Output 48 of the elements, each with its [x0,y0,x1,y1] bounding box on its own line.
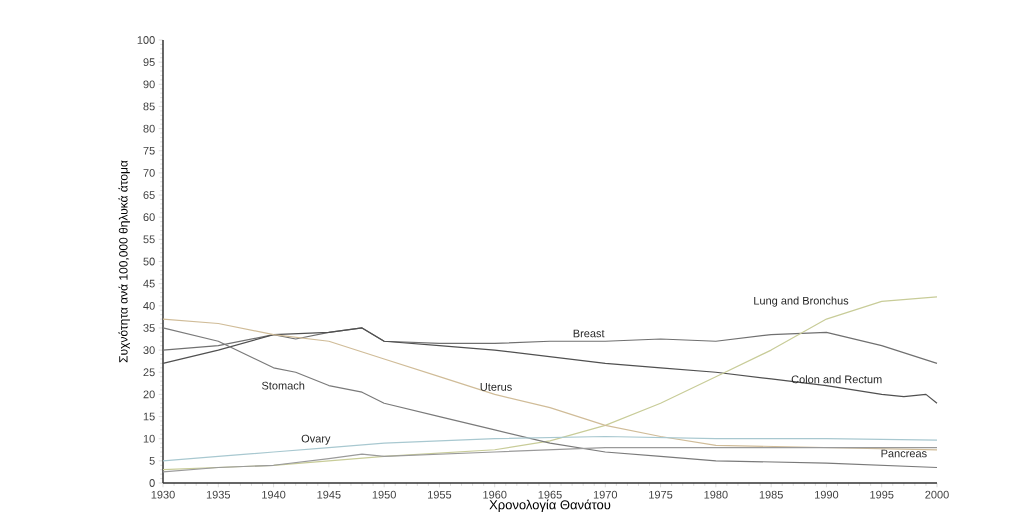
x-tick-label: 1930 [151,490,175,499]
series-label: Colon and Rectum [791,375,882,384]
line-series [162,435,938,462]
x-tick-label: 1960 [483,490,507,499]
y-tick-label: 60 [143,213,155,222]
y-tick-label: 10 [143,434,155,443]
x-tick-label: 1940 [262,490,286,499]
y-axis-title: Συχνότητα ανά 100,000 θηλυκά άτομα [118,160,130,363]
y-tick-label: 30 [143,346,155,354]
y-tick-label: 40 [143,301,155,310]
series-label: Pancreas [881,449,927,458]
x-tick-label: 1955 [428,490,452,499]
y-tick-label: 75 [143,146,155,155]
x-tick-label: 1945 [317,490,341,499]
x-tick-label: 1995 [870,490,894,499]
x-tick-label: 1985 [759,490,783,499]
x-tick-label: 1980 [704,490,728,499]
y-tick-label: 55 [143,235,155,244]
y-tick-label: 25 [143,368,155,377]
y-tick-label: 90 [143,80,155,89]
x-tick-label: 1975 [649,490,673,499]
series-label: Lung and Bronchus [754,296,849,307]
y-tick-label: 20 [143,390,155,399]
y-tick-label: 5 [149,457,155,465]
line-series [162,327,938,469]
x-axis-title: Χρονολογία Θανάτου [489,499,611,512]
y-tick-label: 35 [143,324,155,332]
y-tick-label: 85 [143,102,155,111]
line-series [162,296,938,471]
series-label: Uterus [480,383,512,391]
y-tick-label: 15 [143,412,155,421]
y-tick-label: 45 [143,279,155,288]
series-label: Ovary [301,434,331,445]
y-tick-label: 100 [137,36,155,44]
y-tick-label: 65 [143,191,155,199]
x-tick-label: 1950 [372,490,396,499]
y-tick-label: 50 [143,257,155,266]
y-tick-label: 80 [143,124,155,133]
x-tick-label: 1965 [538,490,562,499]
y-tick-label: 0 [149,479,155,487]
y-tick-label: 70 [143,169,155,177]
x-tick-label: 1990 [815,490,839,499]
x-tick-label: 1970 [593,490,618,499]
y-tick-label: 95 [143,58,155,67]
series-label: Stomach [261,381,305,390]
series-label: Breast [573,329,605,338]
x-tick-label: 2000 [925,490,949,499]
x-tick-label: 1935 [206,490,231,499]
